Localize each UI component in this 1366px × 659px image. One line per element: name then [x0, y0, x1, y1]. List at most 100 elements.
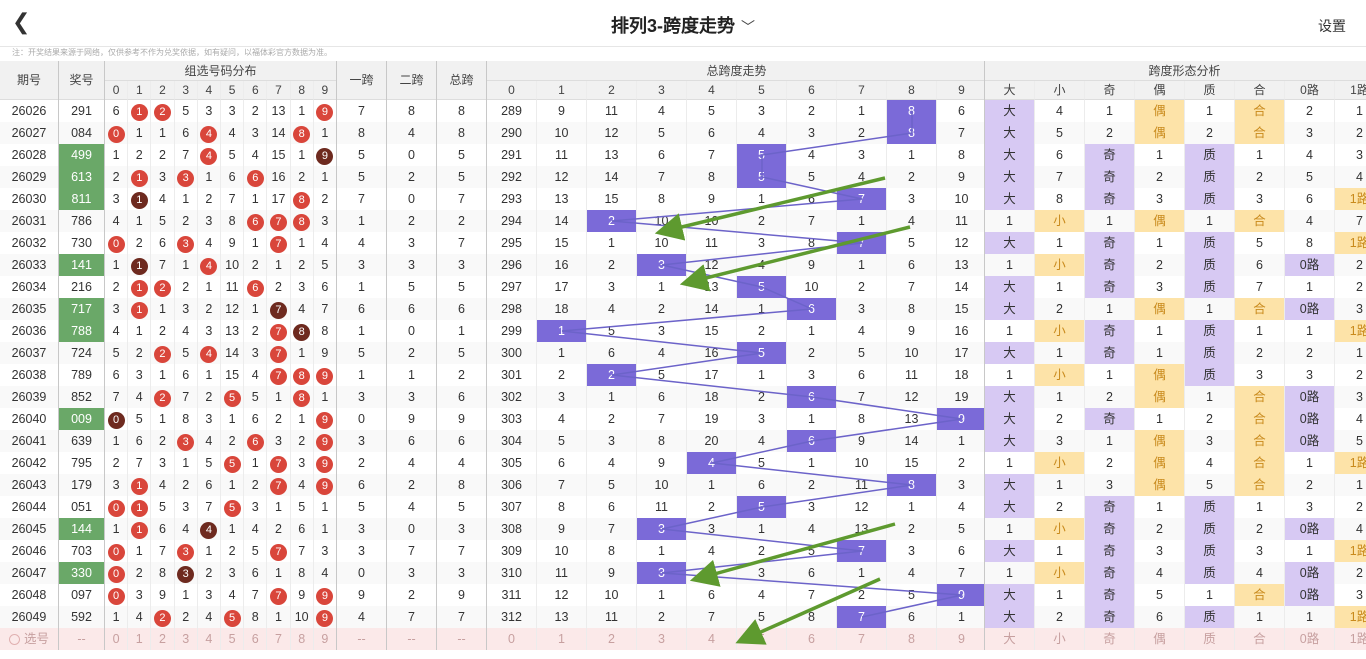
- select-digit[interactable]: 6: [244, 628, 268, 650]
- shape-cell: 2: [1285, 474, 1335, 496]
- drawn-number-ball: 8: [293, 192, 311, 209]
- select-shape[interactable]: 合: [1235, 628, 1285, 650]
- select-trend[interactable]: 5: [737, 628, 787, 650]
- digit-cell: 4: [290, 298, 314, 320]
- digit-cell: 6: [290, 518, 314, 540]
- drawn-number-ball: 9: [316, 434, 334, 451]
- trend-cell: 7: [787, 210, 837, 232]
- select-digit[interactable]: 3: [174, 628, 198, 650]
- trend-cell: 6: [787, 562, 837, 584]
- digit-cell: 3: [197, 584, 221, 606]
- digit-cell: 15: [267, 144, 291, 166]
- kua1-cell: 2: [337, 452, 387, 474]
- kua1-cell: 3: [337, 430, 387, 452]
- select-shape[interactable]: 质: [1185, 628, 1235, 650]
- page-title[interactable]: 排列3-跨度走势 ﹀: [610, 16, 755, 36]
- select-trend[interactable]: 6: [787, 628, 837, 650]
- digit-cell: 7: [267, 364, 291, 386]
- shape-cell: 奇: [1085, 562, 1135, 584]
- select-trend[interactable]: 7: [837, 628, 887, 650]
- digit-cell: 7: [267, 452, 291, 474]
- select-shape[interactable]: 1路: [1335, 628, 1366, 650]
- digit-cell: 1: [197, 276, 221, 298]
- trend-hit-cell: 8: [887, 474, 937, 496]
- select-digit[interactable]: 8: [290, 628, 314, 650]
- drawn-number-ball: 1: [130, 104, 148, 121]
- shape-cell: 1: [1285, 606, 1335, 628]
- drawn-number-ball: 9: [316, 456, 334, 473]
- shape-cell: 4: [1235, 562, 1285, 584]
- shape-cell: 2: [1335, 122, 1366, 144]
- digit-cell: 4: [197, 518, 221, 540]
- trend-col-header: 7: [837, 81, 887, 100]
- trend-cell: 10: [587, 584, 637, 606]
- select-circle-icon[interactable]: [8, 634, 20, 646]
- select-shape[interactable]: 奇: [1085, 628, 1135, 650]
- trend-cell: 300: [487, 342, 537, 364]
- select-trend[interactable]: 0: [487, 628, 537, 650]
- select-trend[interactable]: 3: [637, 628, 687, 650]
- digit-cell: 1: [290, 144, 314, 166]
- select-digit[interactable]: 1: [128, 628, 152, 650]
- select-shape[interactable]: 偶: [1135, 628, 1185, 650]
- trend-cell: 1: [737, 518, 787, 540]
- kua1-header: 一跨: [337, 61, 387, 100]
- shape-cell: 大: [985, 386, 1035, 408]
- shape-cell: 偶: [1135, 386, 1185, 408]
- shape-cell: 大: [985, 188, 1035, 210]
- digit-cell: 11: [221, 276, 245, 298]
- select-shape[interactable]: 0路: [1285, 628, 1335, 650]
- trend-cell: 8: [937, 144, 987, 166]
- shape-cell: 1: [1035, 584, 1085, 606]
- trend-hit-cell: 1: [537, 320, 587, 342]
- drawn-number-ball: 1: [130, 258, 148, 275]
- shape-cell: 奇: [1085, 584, 1135, 606]
- select-trend[interactable]: 2: [587, 628, 637, 650]
- kua1-cell: 3: [337, 254, 387, 276]
- dropdown-chevron-icon[interactable]: ﹀: [741, 19, 755, 35]
- select-digit[interactable]: 5: [221, 628, 245, 650]
- shape-cell: 质: [1185, 276, 1235, 298]
- digit-cell: 2: [244, 254, 268, 276]
- digit-cell: 1: [128, 210, 152, 232]
- shape-cell: 2: [1035, 408, 1085, 430]
- digit-cell: 9: [151, 584, 175, 606]
- digits-group-header: 组选号码分布: [105, 61, 337, 81]
- settings-button[interactable]: 设置: [1318, 18, 1346, 34]
- trend-cell: 6: [937, 540, 987, 562]
- trend-cell: 14: [587, 166, 637, 188]
- digit-cell: 6: [244, 408, 268, 430]
- select-digit[interactable]: 7: [267, 628, 291, 650]
- trend-cell: 6: [537, 452, 587, 474]
- trend-cell: 11: [687, 232, 737, 254]
- drawn-number-ball: 7: [269, 236, 287, 253]
- disclaimer-note: 注：开奖结果来源于网络，仅供参考不作为兑奖依据，如有疑问，以福体彩官方数据为准。: [12, 48, 332, 57]
- shape-cell: 1: [1035, 386, 1085, 408]
- select-trend[interactable]: 1: [537, 628, 587, 650]
- select-digit[interactable]: 0: [105, 628, 129, 650]
- select-trend[interactable]: 9: [937, 628, 987, 650]
- select-trend[interactable]: 8: [887, 628, 937, 650]
- shape-cell: 8: [1285, 232, 1335, 254]
- digit-cell: 14: [221, 342, 245, 364]
- digit-cell: 5: [174, 100, 198, 122]
- period-header[interactable]: 期号: [0, 61, 59, 100]
- digit-cell: 6: [197, 474, 221, 496]
- period-cell: 26037: [0, 342, 59, 364]
- period-cell: 26038: [0, 364, 59, 386]
- kua1-cell: 7: [337, 188, 387, 210]
- trend-cell: 1: [637, 540, 687, 562]
- trend-cell: 3: [787, 122, 837, 144]
- select-label[interactable]: 选号: [0, 628, 59, 650]
- select-shape[interactable]: 小: [1035, 628, 1085, 650]
- select-digit[interactable]: 9: [313, 628, 337, 650]
- kua2-cell: 3: [387, 254, 437, 276]
- select-digit[interactable]: 4: [197, 628, 221, 650]
- back-chevron-icon[interactable]: ❮: [12, 10, 31, 35]
- shape-cell: 质: [1185, 562, 1235, 584]
- select-digit[interactable]: 2: [151, 628, 175, 650]
- digit-cell: 3: [174, 430, 198, 452]
- select-shape[interactable]: 大: [985, 628, 1035, 650]
- select-trend[interactable]: 4: [687, 628, 737, 650]
- shape-cell: 奇: [1085, 320, 1135, 342]
